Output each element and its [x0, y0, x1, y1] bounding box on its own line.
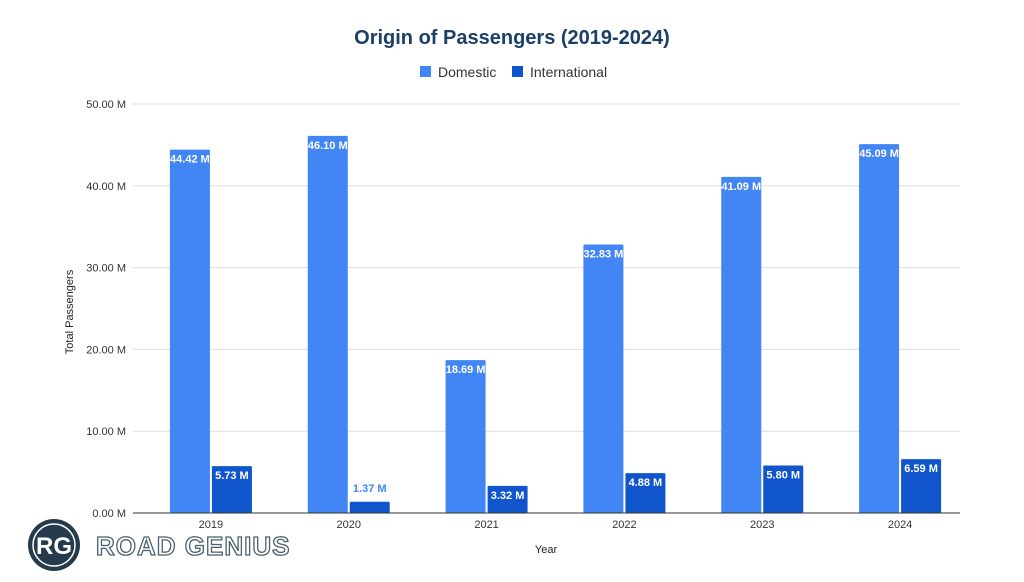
bar-international-2024	[901, 459, 942, 513]
data-label-domestic-2022: 32.83 M	[584, 248, 624, 260]
road-genius-logo: RG ROAD GENIUS	[28, 519, 290, 571]
bar-international-2022	[625, 473, 666, 513]
data-label-international-2020: 1.37 M	[353, 483, 387, 495]
bars: 44.42 M 5.73 M 46.10 M 1.37 M 18.69 M 3.32 M 3…	[169, 135, 942, 514]
logo-badge	[28, 519, 80, 571]
data-label-domestic-2020: 46.10 M	[308, 140, 348, 152]
bar-domestic-2022	[583, 244, 624, 513]
y-tick-label: 10.00 M	[86, 426, 126, 438]
x-axis-label: Year	[535, 544, 558, 556]
x-tick-label: 2022	[612, 519, 636, 531]
x-axis-ticks: 2019 2020 2021 2022 2023 2024	[199, 519, 913, 531]
legend-swatch-domestic	[420, 66, 431, 77]
x-tick-label: 2023	[750, 519, 774, 531]
bar-international-2020	[349, 501, 390, 513]
logo-badge-ring	[32, 523, 76, 567]
logo-initials: RG	[36, 533, 72, 560]
legend: Domestic International	[420, 64, 607, 80]
data-label-domestic-2023: 41.09 M	[721, 181, 761, 193]
bar-domestic-2024	[859, 144, 900, 513]
data-label-international-2021: 3.32 M	[491, 490, 525, 502]
data-label-international-2022: 4.88 M	[629, 477, 663, 489]
y-tick-label: 40.00 M	[86, 181, 126, 193]
bar-international-2019	[211, 466, 252, 513]
bar-domestic-2020	[307, 135, 348, 514]
x-tick-label: 2021	[474, 519, 498, 531]
logo-wordmark: ROAD GENIUS	[96, 531, 290, 561]
y-axis-ticks: 0.00 M 10.00 M 20.00 M 30.00 M 40.00 M 50.00 …	[86, 99, 126, 520]
x-tick-label: 2024	[888, 519, 912, 531]
bar-domestic-2023	[721, 176, 762, 514]
bar-international-2021	[487, 485, 528, 513]
bar-international-2023	[763, 465, 804, 513]
chart-title: Origin of Passengers (2019-2024)	[354, 27, 670, 49]
gridlines	[133, 103, 960, 432]
bar-domestic-2019	[169, 149, 210, 513]
legend-label-domestic: Domestic	[438, 64, 496, 80]
data-label-international-2024: 6.59 M	[904, 463, 938, 475]
x-tick-label: 2019	[199, 519, 223, 531]
y-tick-label: 50.00 M	[86, 99, 126, 111]
data-label-domestic-2019: 44.42 M	[170, 154, 210, 166]
data-label-domestic-2021: 18.69 M	[446, 364, 486, 376]
legend-swatch-international	[512, 66, 523, 77]
x-tick-label: 2020	[337, 519, 361, 531]
y-tick-label: 30.00 M	[86, 263, 126, 275]
y-axis-label: Total Passengers	[64, 269, 76, 354]
y-tick-label: 0.00 M	[92, 508, 126, 520]
data-label-international-2019: 5.73 M	[215, 470, 249, 482]
legend-label-international: International	[530, 64, 607, 80]
bar-domestic-2021	[445, 360, 486, 513]
data-label-international-2023: 5.80 M	[766, 470, 800, 482]
y-tick-label: 20.00 M	[86, 344, 126, 356]
data-label-domestic-2024: 45.09 M	[859, 148, 899, 160]
